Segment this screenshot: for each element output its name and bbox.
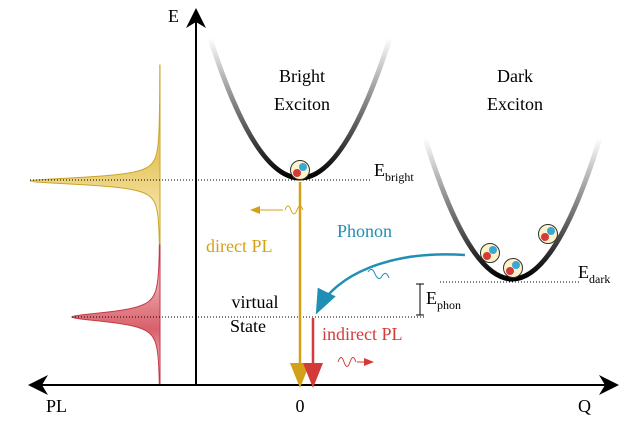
exciton-part: [541, 233, 549, 241]
exciton-part: [481, 244, 500, 263]
bright-energy: Ebright: [374, 160, 414, 184]
indirect-label: indirect PL: [322, 324, 402, 344]
momentum-label: Q: [578, 396, 591, 416]
bright-title: Bright: [279, 66, 325, 86]
subscript: dark: [589, 272, 610, 286]
phonon-label: Phonon: [337, 221, 392, 241]
exciton-part: [504, 259, 523, 278]
phonon-energy: Ephon: [426, 288, 461, 312]
symbol: E: [578, 262, 589, 282]
subscript: bright: [385, 170, 414, 184]
bright-title: Exciton: [274, 94, 330, 114]
dark-energy: Edark: [578, 262, 610, 286]
exciton-part: [512, 261, 520, 269]
energy-label: E: [168, 6, 179, 26]
exciton-part: [293, 169, 301, 177]
exciton-part: [299, 163, 307, 171]
diagram: E Q PL 0 Bright Exciton Dark Exciton Ebr…: [0, 0, 635, 421]
exciton-part: [489, 246, 497, 254]
pl-label: PL: [46, 396, 67, 416]
phonon-wave: [368, 269, 389, 278]
origin-label: 0: [296, 396, 305, 416]
dark-peak: [72, 245, 160, 385]
exciton-part: [539, 225, 558, 244]
exciton-part: [547, 227, 555, 235]
symbol: E: [426, 288, 437, 308]
direct-label: direct PL: [206, 236, 272, 256]
exciton-part: [291, 161, 310, 180]
photon: [338, 358, 356, 367]
symbol: E: [374, 160, 385, 180]
dark-band: [425, 138, 600, 279]
subscript: phon: [437, 298, 461, 312]
dark-title: Dark: [497, 66, 533, 86]
virtual-label: virtual: [232, 292, 279, 312]
virtual-label: State: [230, 316, 266, 336]
excitons: [291, 161, 558, 278]
exciton-part: [483, 252, 491, 260]
dark-title: Exciton: [487, 94, 543, 114]
bright-peak: [30, 65, 160, 250]
exciton-part: [506, 267, 514, 275]
